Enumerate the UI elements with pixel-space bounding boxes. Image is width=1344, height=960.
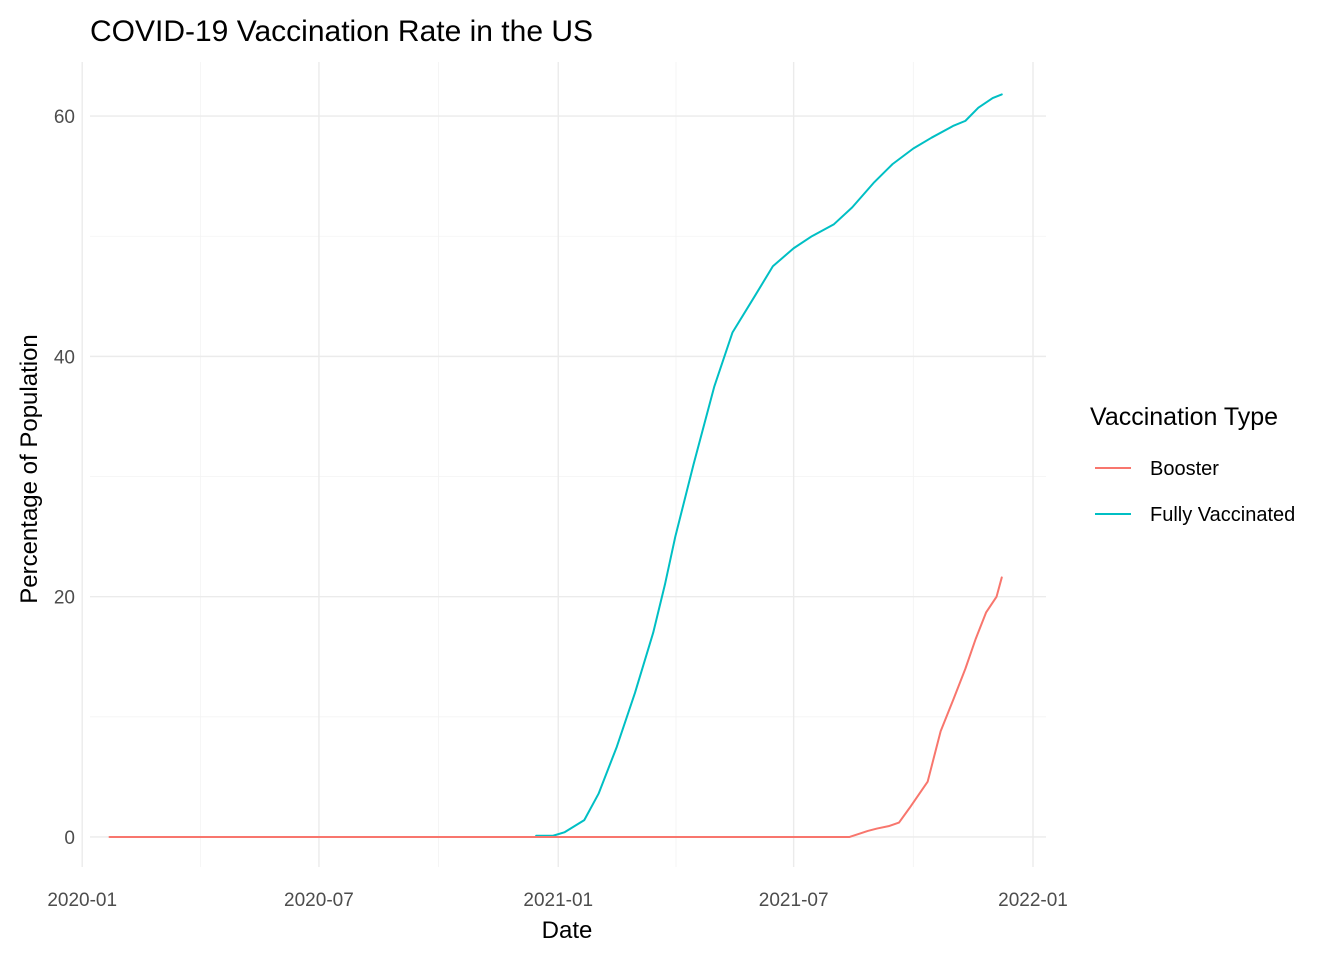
series-layer [108, 93, 1003, 838]
y-tick-label: 60 [54, 107, 75, 128]
x-tick-label: 2022-01 [998, 890, 1068, 911]
series-line-booster [108, 576, 1003, 838]
legend: Vaccination Type Booster Fully Vaccinated [1090, 403, 1295, 526]
x-tick-label: 2021-07 [759, 890, 829, 911]
plot-grid [81, 62, 1046, 867]
x-tick-label: 2020-01 [47, 890, 117, 911]
y-axis-title: Percentage of Population [16, 334, 43, 604]
x-tick-label: 2021-01 [523, 890, 593, 911]
series-line-fully-vaccinated [535, 93, 1003, 837]
y-tick-label: 40 [54, 347, 75, 368]
y-tick-label: 20 [54, 588, 75, 609]
y-tick-label: 0 [64, 828, 75, 849]
x-axis: 2020-01 2020-07 2021-01 2021-07 2022-01 [47, 890, 1068, 911]
x-tick-label: 2020-07 [284, 890, 354, 911]
legend-label: Booster [1150, 458, 1219, 480]
y-axis: 0 20 40 60 [54, 107, 75, 849]
chart-title: COVID-19 Vaccination Rate in the US [90, 15, 593, 48]
legend-title: Vaccination Type [1090, 403, 1278, 431]
legend-label: Fully Vaccinated [1150, 504, 1295, 526]
legend-entries: Booster Fully Vaccinated [1095, 458, 1295, 526]
x-axis-title: Date [542, 917, 593, 944]
